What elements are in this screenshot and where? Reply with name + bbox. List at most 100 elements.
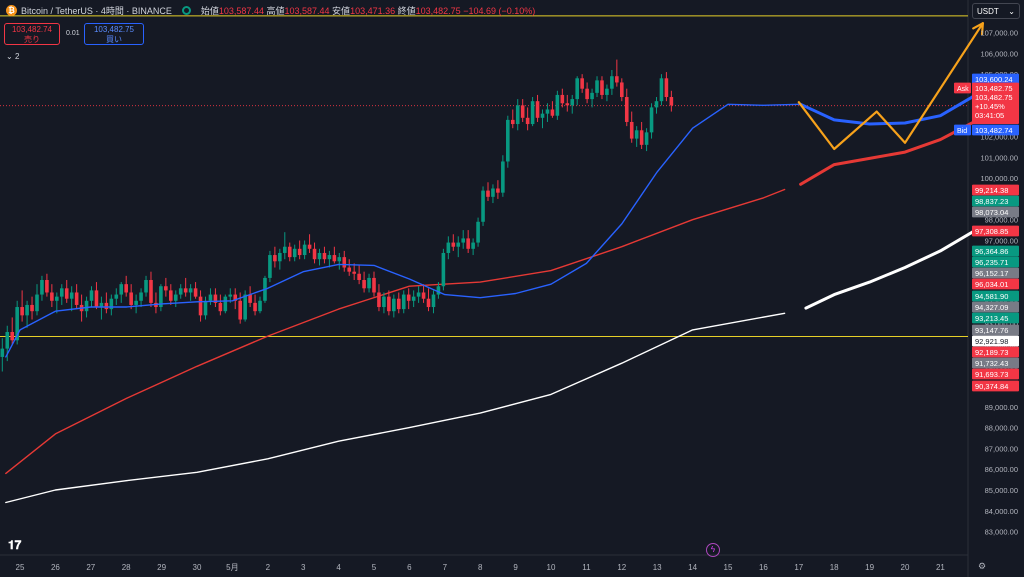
candle-body — [74, 292, 79, 305]
buy-button[interactable]: 103,482.75 買い — [84, 23, 144, 45]
lightning-icon[interactable]: ϟ — [706, 543, 720, 557]
candle-97 — [481, 186, 485, 226]
candle-body — [134, 300, 138, 305]
open-value: 103,587.44 — [218, 6, 264, 16]
candle-55 — [273, 246, 277, 268]
candle-105 — [520, 99, 525, 122]
price-tag-text: 96,235.71 — [975, 258, 1008, 267]
candle-body — [337, 257, 342, 262]
y-tick-label: 87,000.00 — [985, 444, 1018, 453]
candle-15 — [74, 284, 79, 310]
candle-24 — [119, 282, 124, 303]
candle-body — [317, 252, 322, 260]
candle-body — [35, 294, 39, 312]
candle-90 — [446, 236, 451, 260]
price-tag-text: 92,189.73 — [975, 348, 1008, 357]
sell-button[interactable]: 103,482.74 売り — [4, 23, 60, 45]
candle-body — [5, 331, 10, 349]
x-tick-label: 28 — [122, 563, 131, 572]
candle-body — [25, 304, 29, 316]
candle-body — [124, 284, 128, 293]
candle-86 — [426, 288, 431, 312]
candle-75 — [372, 271, 376, 297]
candle-body — [268, 255, 272, 278]
candle-28 — [139, 288, 143, 308]
candle-body — [104, 302, 109, 310]
candle-93 — [461, 230, 466, 249]
price-tag-bg — [972, 195, 1019, 207]
candle-124 — [615, 59, 619, 87]
candle-body — [466, 238, 470, 249]
candle-87 — [431, 290, 436, 314]
price-tag-bg — [972, 267, 1019, 279]
candle-106 — [525, 107, 530, 131]
candle-77 — [382, 292, 386, 314]
forecast-arrow-head — [972, 22, 984, 36]
candle-body — [94, 290, 99, 308]
candle-body — [149, 280, 153, 303]
candle-body — [40, 280, 44, 295]
candle-body — [302, 244, 307, 256]
candle-103 — [510, 109, 515, 129]
price-tag-bg — [972, 73, 1019, 85]
candle-10 — [50, 284, 54, 308]
candle-body — [649, 107, 654, 133]
candle-body — [525, 117, 530, 125]
candle-72 — [357, 265, 361, 285]
candle-body — [332, 255, 337, 262]
candle-body — [322, 252, 327, 260]
candle-body — [476, 221, 480, 243]
candle-126 — [624, 88, 629, 127]
y-tick-label: 84,000.00 — [985, 507, 1018, 516]
candle-body — [287, 246, 292, 258]
currency-select[interactable]: USDT ⌄ — [972, 3, 1020, 19]
candle-body — [20, 307, 24, 316]
price-tag-flag — [954, 82, 971, 94]
candle-body — [292, 248, 297, 258]
candle-20 — [99, 296, 104, 320]
symbol-title[interactable]: Bitcoin / TetherUS · 4時間 · BINANCE — [21, 6, 172, 16]
candle-43 — [213, 288, 218, 308]
buy-price: 103,482.75 — [93, 25, 135, 34]
candle-body — [243, 294, 247, 320]
candle-body — [580, 78, 584, 89]
candle-100 — [496, 180, 500, 199]
price-tag-text: 91,693.73 — [975, 370, 1008, 379]
candle-body — [669, 97, 674, 106]
candle-94 — [466, 230, 470, 253]
candle-127 — [629, 111, 634, 143]
candle-body — [506, 119, 510, 162]
candle-5 — [25, 300, 29, 328]
candle-body — [327, 255, 332, 260]
tradingview-logo-icon[interactable]: 𝟏𝟕 — [8, 538, 22, 552]
price-tag-bg — [972, 368, 1019, 380]
candle-22 — [109, 294, 114, 316]
settings-gear-icon[interactable]: ⚙ — [978, 561, 987, 571]
currency-label: USDT — [977, 7, 999, 16]
candle-107 — [530, 97, 535, 127]
candle-14 — [69, 286, 74, 312]
candle-body — [208, 294, 213, 301]
candle-89 — [441, 248, 446, 291]
candle-body — [173, 294, 178, 301]
ma-slow-line — [5, 312, 786, 504]
y-tick-label: 100,000.00 — [980, 174, 1018, 183]
price-tag-text: 97,308.85 — [975, 227, 1008, 236]
x-tick-label: 25 — [16, 563, 25, 572]
candle-42 — [208, 288, 213, 305]
candle-111 — [550, 101, 555, 118]
candle-body — [282, 246, 287, 253]
candle-118 — [585, 82, 589, 104]
price-tag-bg — [972, 301, 1019, 313]
price-tag-bg — [972, 82, 1019, 94]
candle-45 — [223, 294, 228, 314]
candle-body — [198, 296, 203, 316]
candle-98 — [486, 182, 490, 201]
x-tick-label: 13 — [653, 563, 662, 572]
candle-96 — [476, 217, 480, 247]
indicator-collapse-button[interactable]: ⌄ 2 — [6, 52, 20, 61]
y-tick-label: 89,000.00 — [985, 403, 1018, 412]
candle-body — [178, 288, 183, 295]
candle-body — [431, 294, 436, 308]
